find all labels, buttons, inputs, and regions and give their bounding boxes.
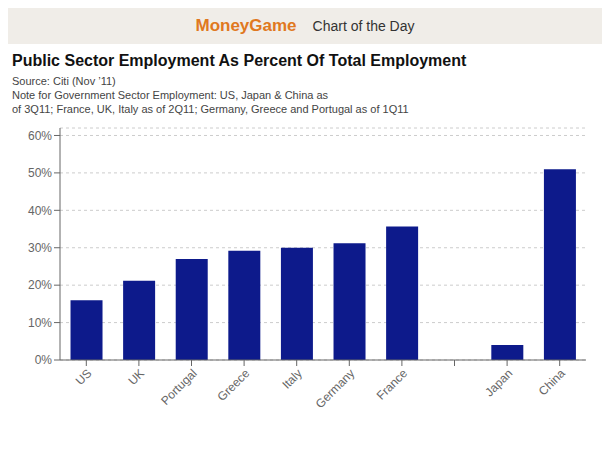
svg-text:UK: UK bbox=[125, 366, 147, 388]
svg-text:60%: 60% bbox=[28, 129, 52, 143]
html-text:Source: Citi (Nov ’11): Source: Citi (Nov ’11) bbox=[12, 75, 116, 87]
svg-text:40%: 40% bbox=[28, 204, 52, 218]
html-text:Public Sector Employment As Pe: Public Sector Employment As Percent Of T… bbox=[12, 52, 467, 69]
svg-text:Japan: Japan bbox=[482, 366, 515, 399]
svg-text:Italy: Italy bbox=[279, 366, 304, 391]
html-text:MoneyGame: MoneyGame bbox=[195, 16, 297, 35]
svg-text:20%: 20% bbox=[28, 278, 52, 292]
svg-text:US: US bbox=[73, 366, 95, 388]
svg-text:China: China bbox=[536, 366, 568, 398]
svg-text:10%: 10% bbox=[28, 316, 52, 330]
html-text:of 3Q11; France, UK, Italy as: of 3Q11; France, UK, Italy as of 2Q11; G… bbox=[12, 103, 409, 115]
html-text:Chart of the Day: Chart of the Day bbox=[312, 18, 415, 34]
svg-text:Greece: Greece bbox=[215, 366, 253, 404]
html-text:Note for Government Sector Emp: Note for Government Sector Employment: U… bbox=[12, 89, 329, 101]
svg-text:0%: 0% bbox=[35, 353, 53, 367]
svg-text:50%: 50% bbox=[28, 166, 52, 180]
svg-text:30%: 30% bbox=[28, 241, 52, 255]
svg-text:France: France bbox=[374, 366, 411, 403]
svg-text:Germany: Germany bbox=[313, 366, 358, 411]
svg-text:Portugal: Portugal bbox=[158, 366, 200, 408]
